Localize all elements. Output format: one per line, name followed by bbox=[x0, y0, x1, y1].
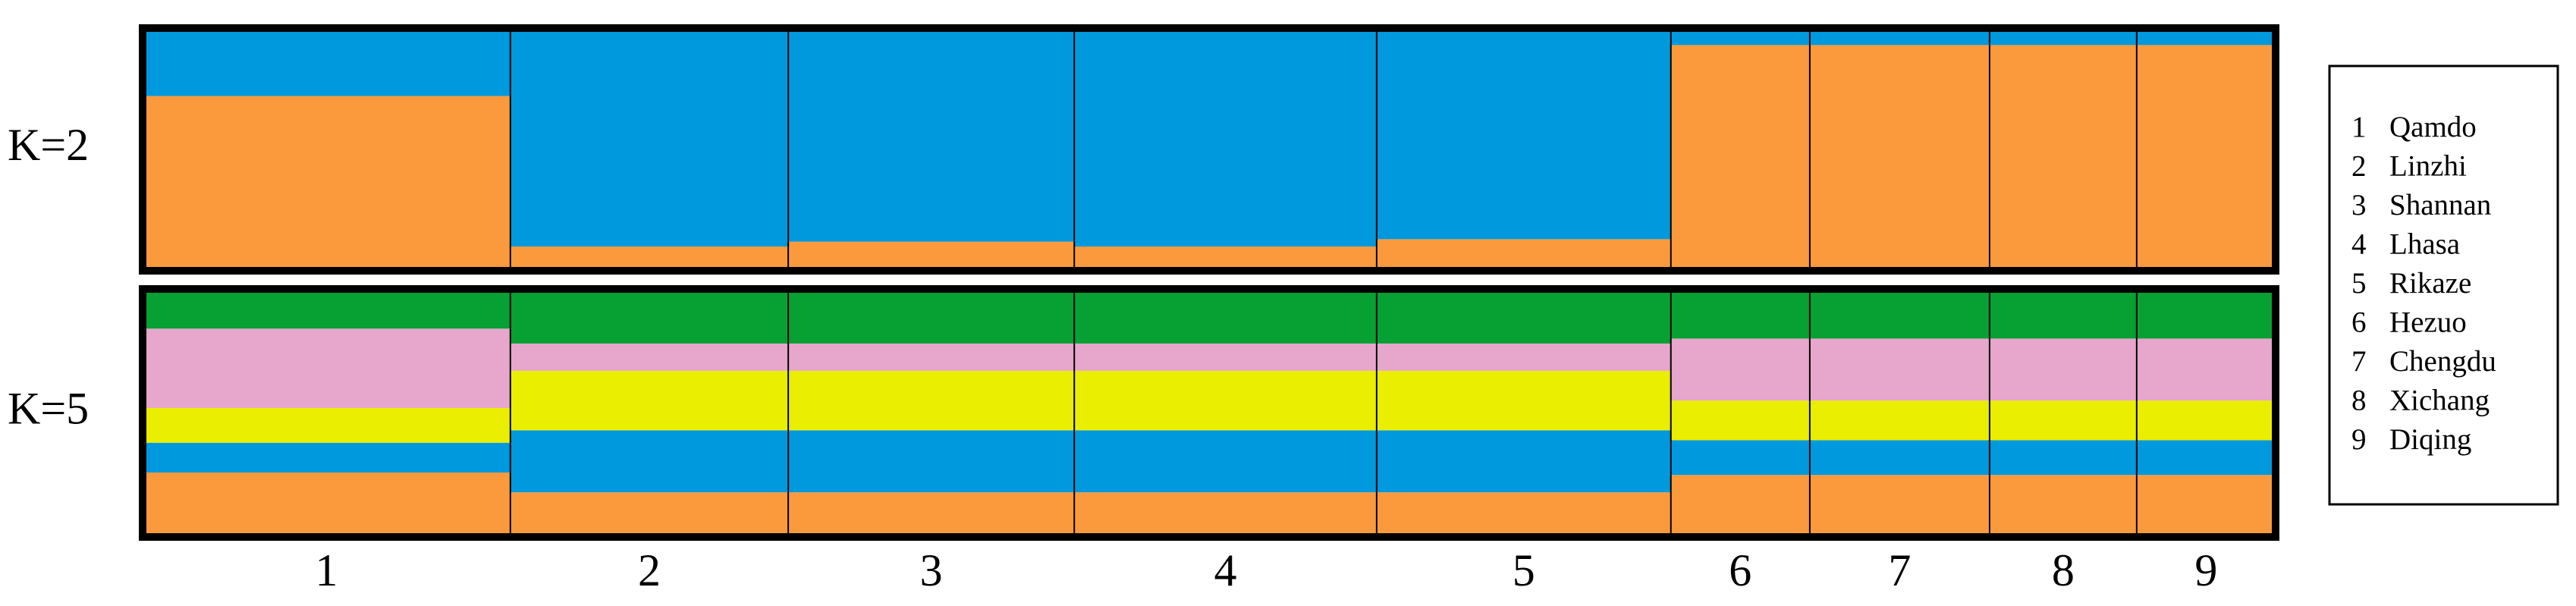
panel-label: K=2 bbox=[8, 120, 89, 170]
x-tick-label: 3 bbox=[920, 545, 943, 595]
ancestry-segment bbox=[2136, 45, 2276, 272]
ancestry-segment bbox=[788, 343, 1075, 371]
ancestry-segment bbox=[2136, 28, 2276, 46]
ancestry-segment bbox=[1376, 430, 1672, 493]
legend-number: 9 bbox=[2351, 423, 2367, 456]
legend-name: Rikaze bbox=[2389, 267, 2471, 300]
ancestry-segment bbox=[1989, 475, 2138, 537]
ancestry-segment bbox=[1809, 45, 1990, 272]
x-tick-label: 8 bbox=[2052, 545, 2075, 595]
ancestry-segment bbox=[2136, 400, 2276, 441]
ancestry-segment bbox=[1670, 289, 1811, 339]
ancestry-segment bbox=[143, 407, 511, 443]
ancestry-segment bbox=[1809, 440, 1990, 476]
legend-number: 5 bbox=[2351, 267, 2367, 300]
ancestry-segment bbox=[788, 289, 1075, 344]
ancestry-segment bbox=[1074, 370, 1378, 431]
ancestry-segment bbox=[510, 28, 789, 246]
ancestry-segment bbox=[788, 370, 1075, 431]
ancestry-segment bbox=[2136, 475, 2276, 537]
legend-name: Chengdu bbox=[2389, 345, 2496, 378]
panel-border bbox=[139, 285, 2279, 541]
legend-number: 2 bbox=[2351, 149, 2367, 182]
ancestry-segment bbox=[1670, 440, 1811, 476]
ancestry-segment bbox=[143, 472, 511, 537]
legend-number: 4 bbox=[2351, 228, 2367, 260]
ancestry-segment bbox=[1989, 45, 2138, 272]
x-tick-label: 9 bbox=[2194, 545, 2217, 595]
legend-box bbox=[2328, 64, 2559, 506]
ancestry-segment bbox=[510, 343, 789, 371]
panel-label: K=5 bbox=[8, 383, 89, 433]
ancestry-segment bbox=[510, 430, 789, 493]
ancestry-segment bbox=[510, 289, 789, 344]
legend-number: 7 bbox=[2351, 345, 2367, 378]
x-tick-label: 7 bbox=[1888, 545, 1911, 595]
ancestry-segment bbox=[1670, 338, 1811, 401]
ancestry-segment bbox=[510, 246, 789, 271]
ancestry-segment bbox=[1074, 343, 1378, 371]
ancestry-segment bbox=[1809, 400, 1990, 441]
ancestry-segment bbox=[143, 442, 511, 473]
legend-name: Linzhi bbox=[2389, 149, 2467, 182]
legend-name: Xichang bbox=[2389, 384, 2490, 416]
ancestry-segment bbox=[1376, 492, 1672, 537]
ancestry-segment bbox=[1809, 289, 1990, 339]
legend-number: 8 bbox=[2351, 384, 2367, 416]
legend-number: 6 bbox=[2351, 306, 2367, 338]
ancestry-segment bbox=[1376, 370, 1672, 431]
ancestry-segment bbox=[1376, 28, 1672, 240]
ancestry-segment bbox=[1989, 28, 2138, 46]
ancestry-segment bbox=[1074, 289, 1378, 344]
ancestry-segment bbox=[788, 28, 1075, 242]
ancestry-segment bbox=[1074, 28, 1378, 246]
ancestry-segment bbox=[143, 28, 511, 96]
legend-number: 3 bbox=[2351, 189, 2367, 221]
ancestry-segment bbox=[2136, 338, 2276, 401]
x-tick-label: 5 bbox=[1513, 545, 1535, 595]
ancestry-segment bbox=[2136, 289, 2276, 339]
ancestry-segment bbox=[1989, 440, 2138, 476]
x-tick-label: 4 bbox=[1214, 545, 1237, 595]
panel-border bbox=[139, 24, 2279, 275]
ancestry-segment bbox=[1809, 28, 1990, 46]
ancestry-segment bbox=[1989, 289, 2138, 339]
ancestry-segment bbox=[788, 241, 1075, 271]
ancestry-segment bbox=[1074, 246, 1378, 271]
legend-name: Lhasa bbox=[2389, 228, 2460, 260]
ancestry-segment bbox=[143, 289, 511, 329]
ancestry-segment bbox=[788, 492, 1075, 537]
ancestry-segment bbox=[143, 96, 511, 271]
ancestry-segment bbox=[1376, 343, 1672, 371]
legend-number: 1 bbox=[2351, 111, 2367, 143]
ancestry-segment bbox=[510, 370, 789, 431]
ancestry-segment bbox=[510, 492, 789, 537]
ancestry-segment bbox=[1670, 475, 1811, 537]
ancestry-segment bbox=[1670, 45, 1811, 272]
legend-name: Shannan bbox=[2389, 189, 2491, 221]
x-tick-label: 6 bbox=[1729, 545, 1751, 595]
ancestry-segment bbox=[1074, 430, 1378, 493]
ancestry-segment bbox=[1670, 28, 1811, 46]
x-tick-label: 1 bbox=[315, 545, 338, 595]
ancestry-segment bbox=[1670, 400, 1811, 441]
legend-name: Diqing bbox=[2389, 423, 2471, 456]
ancestry-segment bbox=[1074, 492, 1378, 537]
x-tick-label: 2 bbox=[638, 545, 661, 595]
legend-name: Qamdo bbox=[2389, 111, 2477, 143]
ancestry-segment bbox=[1809, 338, 1990, 401]
ancestry-segment bbox=[1989, 400, 2138, 441]
legend-name: Hezuo bbox=[2389, 306, 2467, 338]
ancestry-segment bbox=[788, 430, 1075, 493]
ancestry-segment bbox=[1376, 239, 1672, 271]
ancestry-segment bbox=[1989, 338, 2138, 401]
ancestry-segment bbox=[1376, 289, 1672, 344]
ancestry-segment bbox=[1809, 475, 1990, 537]
ancestry-segment bbox=[143, 328, 511, 408]
ancestry-segment bbox=[2136, 440, 2276, 476]
